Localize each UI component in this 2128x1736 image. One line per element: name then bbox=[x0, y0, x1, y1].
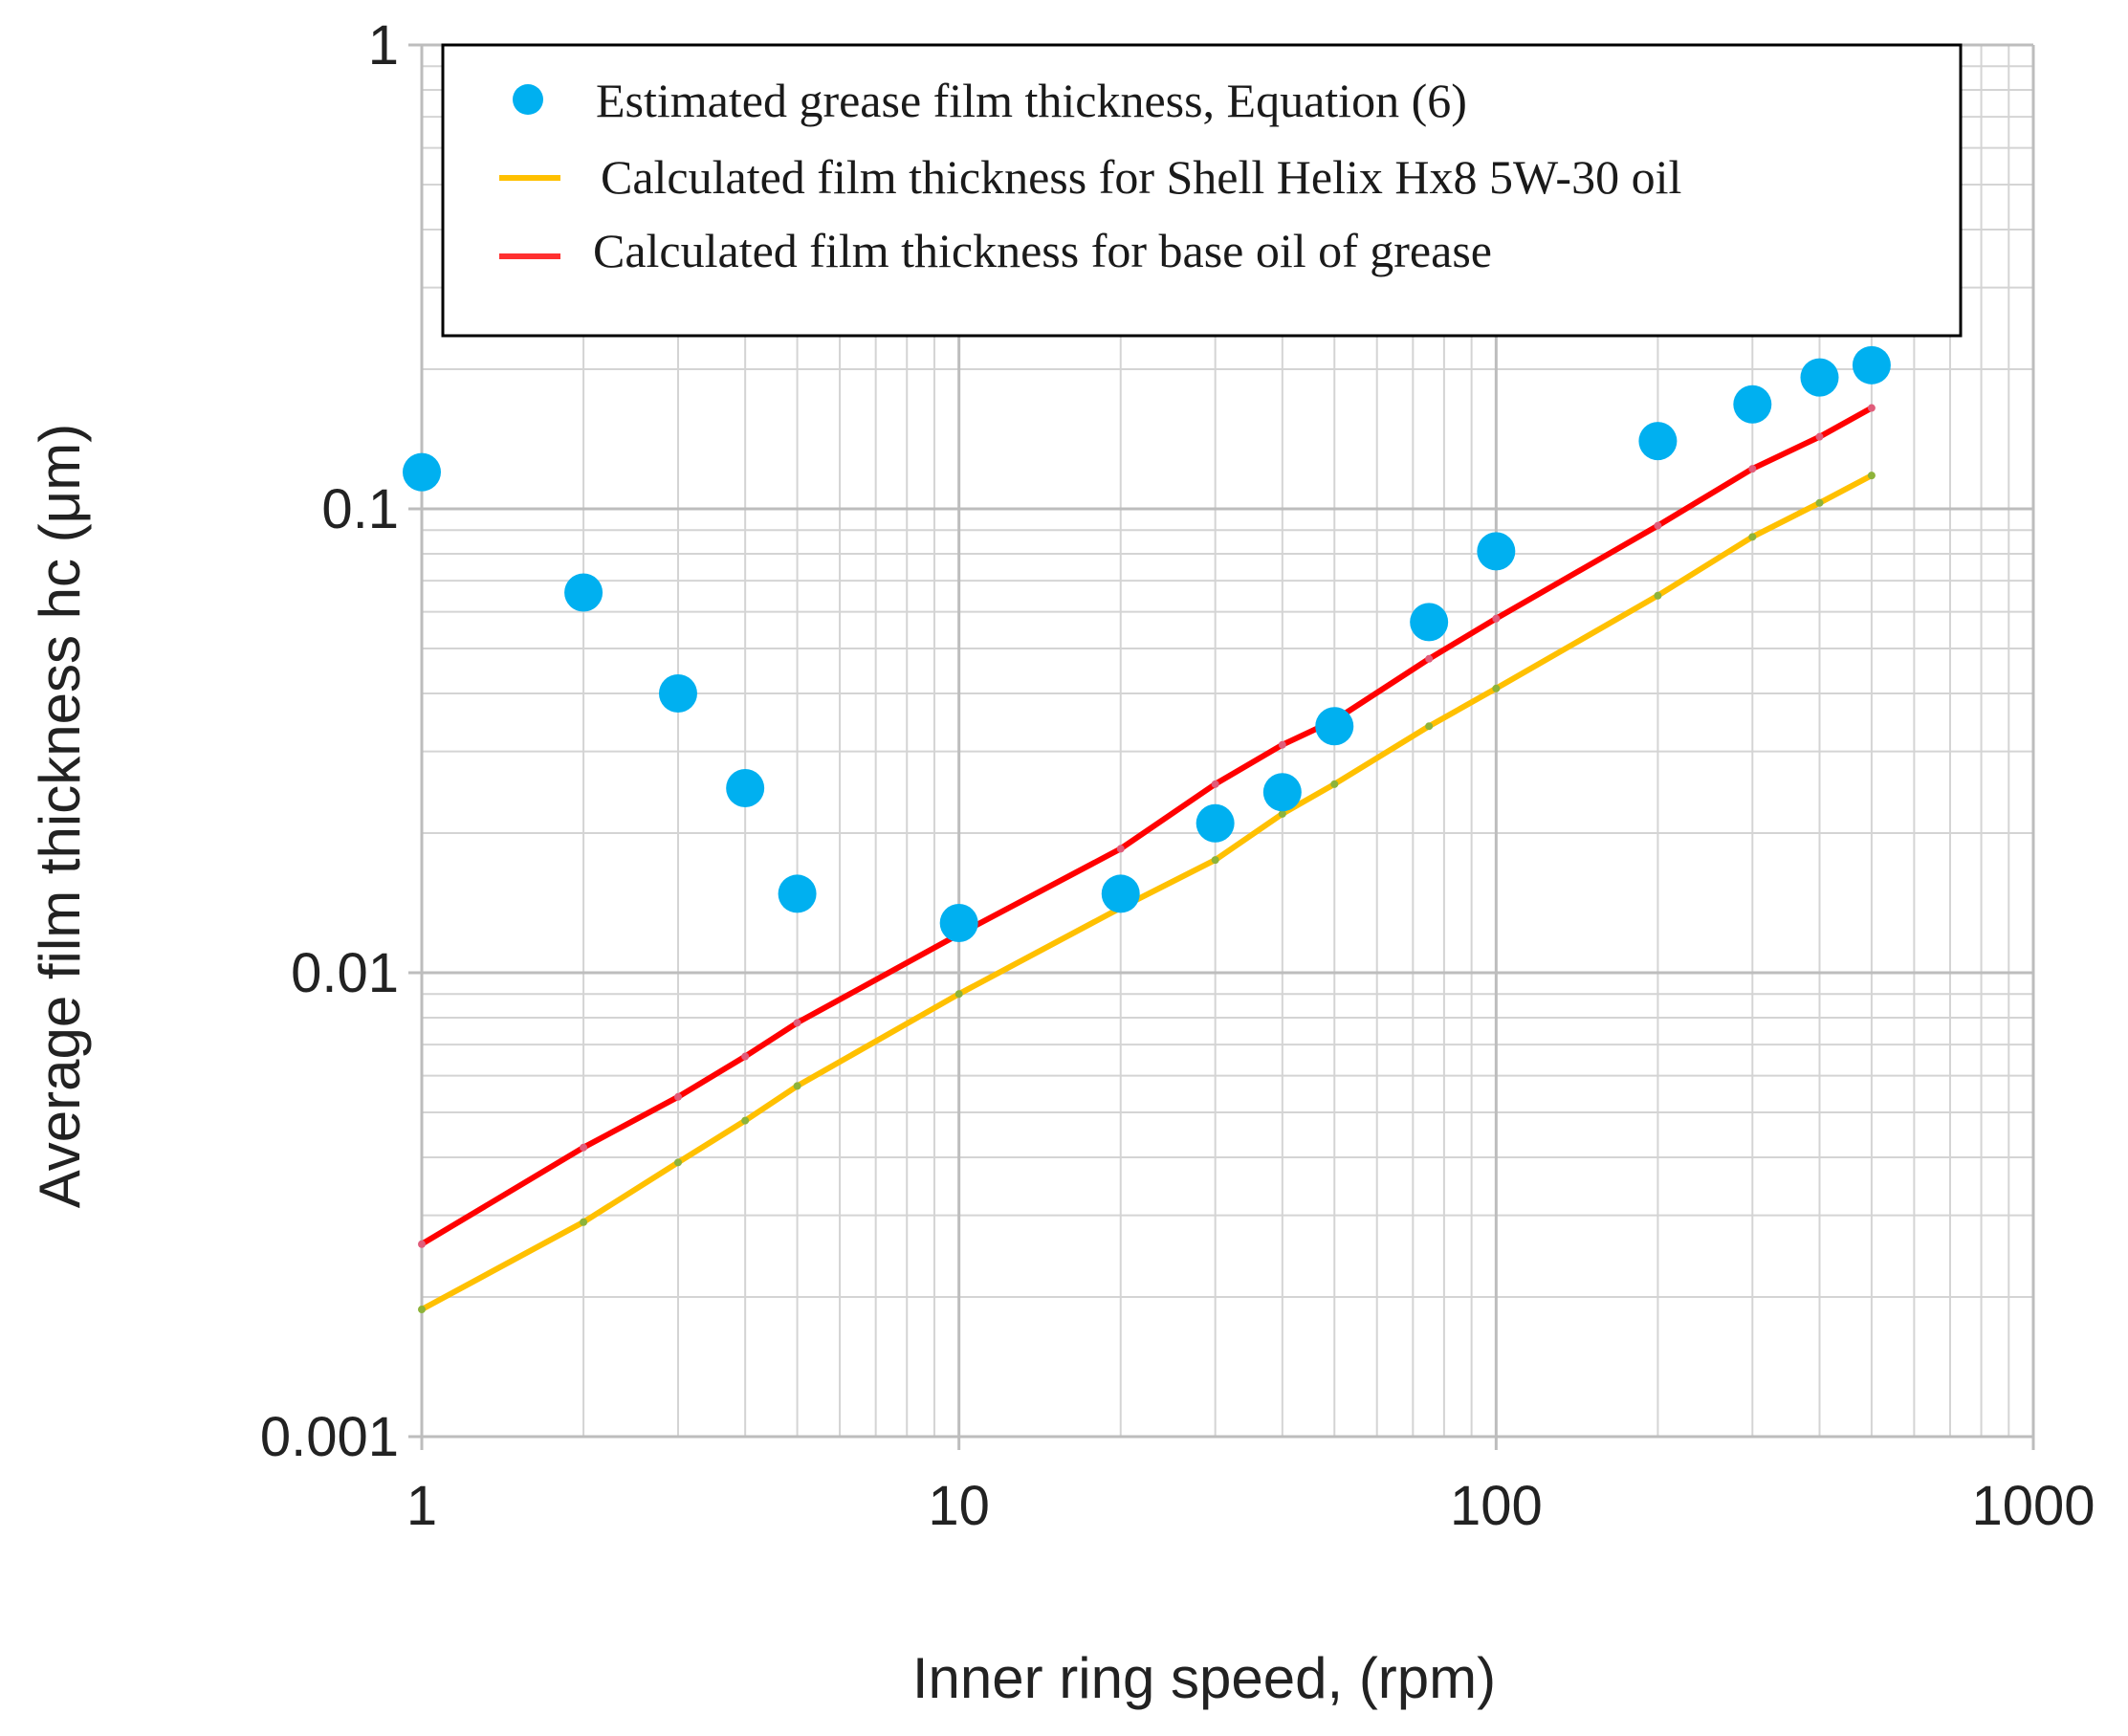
grease-data-point bbox=[1196, 803, 1235, 843]
grease-data-point bbox=[939, 904, 978, 943]
series-line-marker bbox=[1425, 654, 1434, 663]
series-line-marker bbox=[1867, 472, 1876, 480]
grease-data-point bbox=[1477, 532, 1516, 571]
x-axis-title: Inner ring speed, (rpm) bbox=[912, 1646, 1496, 1710]
series-lines bbox=[418, 404, 1876, 1314]
grease-data-point bbox=[1733, 385, 1772, 424]
x-tick-label: 1 bbox=[406, 1475, 437, 1537]
grease-data-point bbox=[778, 874, 817, 913]
grease-data-point bbox=[658, 674, 697, 714]
series-line-marker bbox=[1278, 740, 1286, 749]
series-line-marker bbox=[1815, 432, 1824, 441]
grease-data-point bbox=[1852, 345, 1891, 385]
y-axis-title: Average film thickness hc (μm) bbox=[28, 424, 92, 1208]
x-tick-label: 10 bbox=[928, 1475, 990, 1537]
series-line-marker bbox=[1425, 722, 1434, 731]
grease-data-point bbox=[1315, 707, 1354, 746]
series-points bbox=[403, 345, 1891, 943]
grease-data-point bbox=[1638, 422, 1678, 461]
series-line-marker bbox=[793, 1082, 801, 1090]
y-tick-label: 0.1 bbox=[321, 478, 399, 540]
y-tick-labels: 0.001 0.01 0.1 1 bbox=[260, 14, 399, 1468]
series-line-marker bbox=[1815, 498, 1824, 507]
series-line-marker bbox=[1492, 684, 1501, 692]
series-line-marker bbox=[1654, 591, 1662, 600]
legend-box bbox=[441, 43, 1963, 338]
series-line-marker bbox=[1654, 521, 1662, 530]
series-line-marker bbox=[1867, 404, 1876, 412]
series-line-marker bbox=[954, 990, 963, 999]
series-line-marker bbox=[1330, 780, 1339, 788]
legend-marker-grease bbox=[513, 84, 543, 115]
series-line-marker bbox=[1748, 465, 1757, 473]
series-line-marker bbox=[1278, 809, 1286, 818]
series-line-marker bbox=[793, 1019, 801, 1027]
series-line-marker bbox=[1211, 856, 1219, 865]
series-line-base-oil bbox=[419, 405, 1875, 1247]
legend-label-base-oil: Calculated film thickness for base oil o… bbox=[593, 224, 1492, 277]
series-line-marker bbox=[741, 1116, 750, 1125]
x-tick-label: 1000 bbox=[1971, 1475, 2095, 1537]
series-line-marker bbox=[1492, 614, 1501, 623]
series-line-shell-helix bbox=[419, 472, 1875, 1312]
legend-label-shell-helix: Calculated film thickness for Shell Heli… bbox=[601, 150, 1681, 204]
series-line-marker bbox=[418, 1306, 426, 1314]
series-line-marker bbox=[1211, 780, 1219, 788]
legend: Estimated grease film thickness, Equatio… bbox=[441, 43, 1963, 338]
grease-data-point bbox=[403, 452, 441, 492]
series-line-marker bbox=[673, 1092, 682, 1101]
series-line-marker bbox=[580, 1143, 588, 1152]
series-line-marker bbox=[741, 1052, 750, 1061]
grease-data-point bbox=[1262, 773, 1302, 812]
series-line-marker bbox=[580, 1218, 588, 1226]
grease-data-point bbox=[1800, 358, 1839, 397]
y-tick-label: 1 bbox=[368, 14, 399, 77]
y-tick-label: 0.01 bbox=[291, 942, 399, 1004]
grease-data-point bbox=[1410, 603, 1449, 642]
grease-data-point bbox=[1101, 874, 1140, 913]
series-line-marker bbox=[1748, 533, 1757, 541]
legend-label-grease: Estimated grease film thickness, Equatio… bbox=[596, 74, 1467, 127]
x-tick-label: 100 bbox=[1450, 1475, 1543, 1537]
y-tick-label: 0.001 bbox=[260, 1406, 399, 1468]
series-line-marker bbox=[673, 1158, 682, 1167]
x-tick-labels: 1 10 100 1000 bbox=[406, 1475, 2095, 1537]
series-line-marker bbox=[418, 1240, 426, 1248]
grease-data-point bbox=[726, 768, 765, 807]
grease-data-point bbox=[564, 573, 603, 612]
series-line-marker bbox=[1116, 845, 1125, 853]
